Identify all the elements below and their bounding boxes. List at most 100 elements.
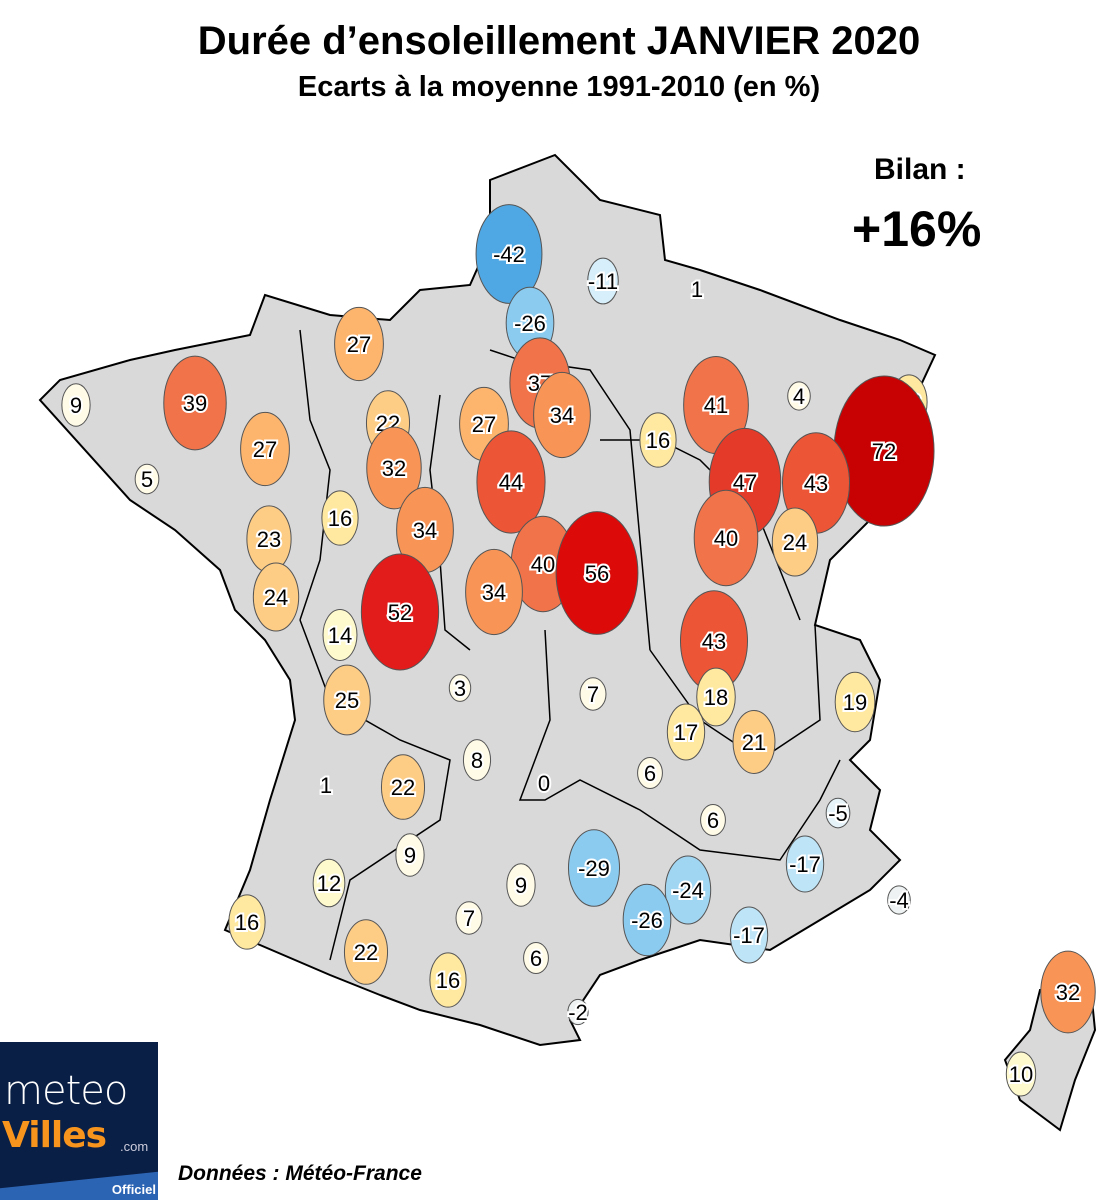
station-bubble-shape [825, 797, 851, 829]
station-bubble-shape [729, 906, 769, 964]
station-value-label: 22 [391, 775, 415, 800]
station-bubble: 22 [343, 919, 389, 985]
station-bubble: 43 [679, 590, 749, 692]
station-bubble: 12 [312, 858, 346, 908]
station-bubble-shape [834, 671, 876, 733]
station-bubble: 22 [380, 754, 426, 820]
station-bubble-shape [1040, 950, 1096, 1034]
station-value-label: 32 [1056, 980, 1080, 1005]
station-bubble-shape [587, 257, 619, 305]
station-bubble-shape [700, 803, 726, 837]
station-bubble: 8 [462, 739, 492, 781]
station-bubble-shape [360, 553, 440, 671]
station-bubble: 16 [639, 412, 677, 468]
station-bubble: 16 [228, 894, 266, 950]
station-value-label: -17 [789, 852, 821, 877]
station-value-label: -24 [672, 878, 704, 903]
station-value-label: 19 [843, 690, 867, 715]
station-bubble: 56 [555, 511, 639, 635]
station-bubble: 41 [683, 355, 749, 455]
station-value-label: -2 [568, 1000, 588, 1025]
station-bubble: 6 [700, 803, 726, 837]
station-bubble: 16 [321, 490, 359, 546]
station-value-label: 16 [235, 910, 259, 935]
station-bubble: 44 [476, 430, 546, 534]
station-value-label: -26 [631, 908, 663, 933]
station-bubble: 16 [429, 952, 467, 1008]
station-bubble-shape [533, 371, 591, 459]
station-value-label: 17 [674, 720, 698, 745]
station-bubble-shape [465, 548, 523, 636]
page-subtitle: Ecarts à la moyenne 1991-2010 (en %) [297, 71, 821, 103]
station-value-label: -17 [733, 923, 765, 948]
station-value-label: 43 [804, 471, 828, 496]
station-value-label: 44 [499, 470, 523, 495]
station-bubble-shape [321, 490, 359, 546]
station-bubble-shape [448, 674, 472, 702]
station-value-label: 16 [646, 428, 670, 453]
station-bubble: 27 [240, 411, 290, 487]
station-bubble: 52 [360, 553, 440, 671]
station-bubble-shape [637, 756, 663, 790]
station-bubble-shape [240, 411, 290, 487]
station-bubble: 17 [666, 703, 706, 761]
station-bubble: 72 [833, 375, 935, 527]
station-bubble-shape [252, 562, 300, 632]
station-bubble: -42 [475, 204, 543, 304]
station-value-label: 56 [585, 561, 609, 586]
station-bubble: 9 [506, 863, 536, 907]
station-bubble: 32 [366, 426, 422, 510]
station-bubble-shape [163, 355, 227, 451]
station-bubble: 3 [448, 674, 472, 703]
summary-value: +16% [852, 201, 982, 257]
station-bubble-shape [567, 829, 621, 907]
station-value-label: 9 [404, 843, 416, 868]
station-bubble: -5 [825, 797, 851, 829]
station-bubble: -17 [729, 906, 769, 964]
station-value-label: 47 [733, 470, 757, 495]
station-value-label: 21 [742, 730, 766, 755]
station-value-label: 3 [454, 676, 466, 701]
station-value-label: 6 [530, 946, 542, 971]
station-value-label: 9 [70, 393, 82, 418]
logo-tag: Officiel [111, 1182, 156, 1197]
station-bubble-shape [61, 383, 91, 427]
station-bubble: -29 [567, 829, 621, 907]
station-value-label: 1 [691, 277, 703, 302]
station-value-label: 16 [436, 968, 460, 993]
station-bubble: 24 [252, 562, 300, 632]
station-bubble-shape [380, 754, 426, 820]
station-bubble-shape [787, 381, 811, 411]
station-bubble: 6 [523, 941, 549, 975]
station-bubble-shape [462, 739, 492, 781]
station-bubble: 18 [696, 667, 736, 727]
station-value-label: 1 [320, 773, 332, 798]
station-bubble-shape [429, 952, 467, 1008]
land [38, 153, 1097, 1132]
station-bubble: 34 [465, 548, 523, 636]
station-value-label: 41 [704, 393, 728, 418]
station-bubble-shape [395, 833, 425, 877]
station-bubble-shape [567, 998, 589, 1026]
station-bubble: 40 [693, 489, 759, 587]
station-bubble-shape [664, 855, 712, 925]
station-bubble: 7 [455, 901, 483, 935]
station-bubble-shape [506, 863, 536, 907]
station-bubble: 39 [163, 355, 227, 451]
station-bubble-shape [1005, 1051, 1037, 1097]
station-bubble: -17 [785, 835, 825, 893]
station-bubble: 19 [834, 671, 876, 733]
station-value-label: 23 [257, 527, 281, 552]
station-value-label: 16 [328, 506, 352, 531]
station-value-label: 43 [702, 629, 726, 654]
station-value-label: -42 [493, 242, 525, 267]
station-bubble: 34 [396, 486, 454, 574]
meteovilles-logo: meteo Villes .com Officiel [0, 1042, 158, 1200]
station-bubble-shape [323, 664, 371, 736]
station-bubble: 1 [689, 275, 705, 304]
station-value-label: 9 [515, 873, 527, 898]
station-value-label: 34 [550, 403, 574, 428]
station-bubble-shape [785, 835, 825, 893]
station-bubble: 27 [334, 306, 384, 382]
station-value-label: 40 [714, 526, 738, 551]
